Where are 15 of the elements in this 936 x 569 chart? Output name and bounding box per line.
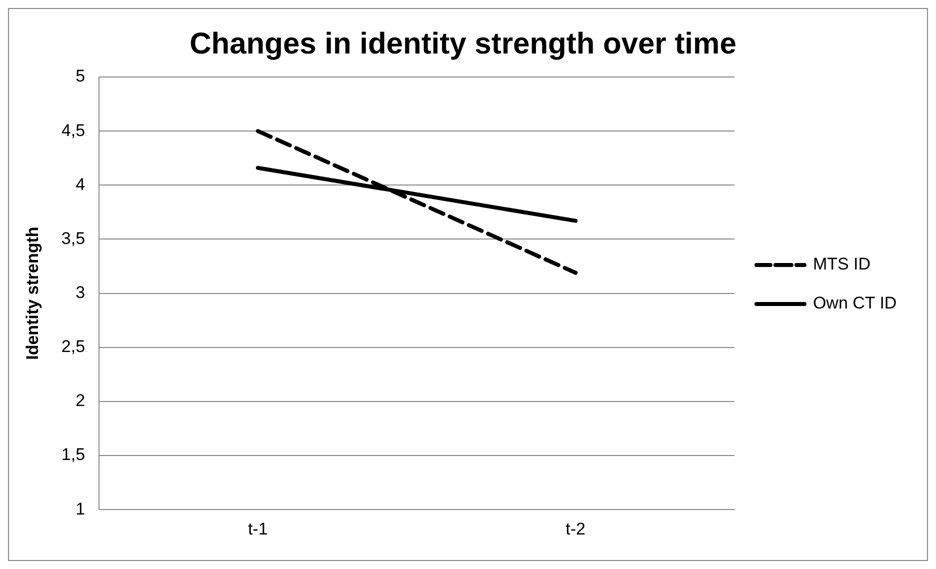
y-axis-title: Identity strength [22, 226, 42, 360]
legend-label: Own CT ID [812, 294, 897, 313]
chart-title: Changes in identity strength over time [190, 27, 736, 60]
y-tick-label: 4 [76, 174, 86, 194]
y-tick-label: 5 [76, 66, 86, 86]
y-tick-label: 3 [76, 282, 86, 302]
y-tick-label: 4,5 [61, 120, 86, 140]
y-tick-label: 1,5 [61, 445, 86, 464]
x-tick-label: t-2 [566, 519, 586, 538]
y-tick-label: 2,5 [61, 337, 86, 356]
legend-label: MTS ID [812, 254, 871, 274]
x-tick-label: t-1 [248, 519, 268, 538]
y-tick-label: 2 [76, 391, 86, 410]
y-tick-label: 3,5 [61, 228, 86, 248]
y-tick-label: 1 [76, 499, 86, 518]
